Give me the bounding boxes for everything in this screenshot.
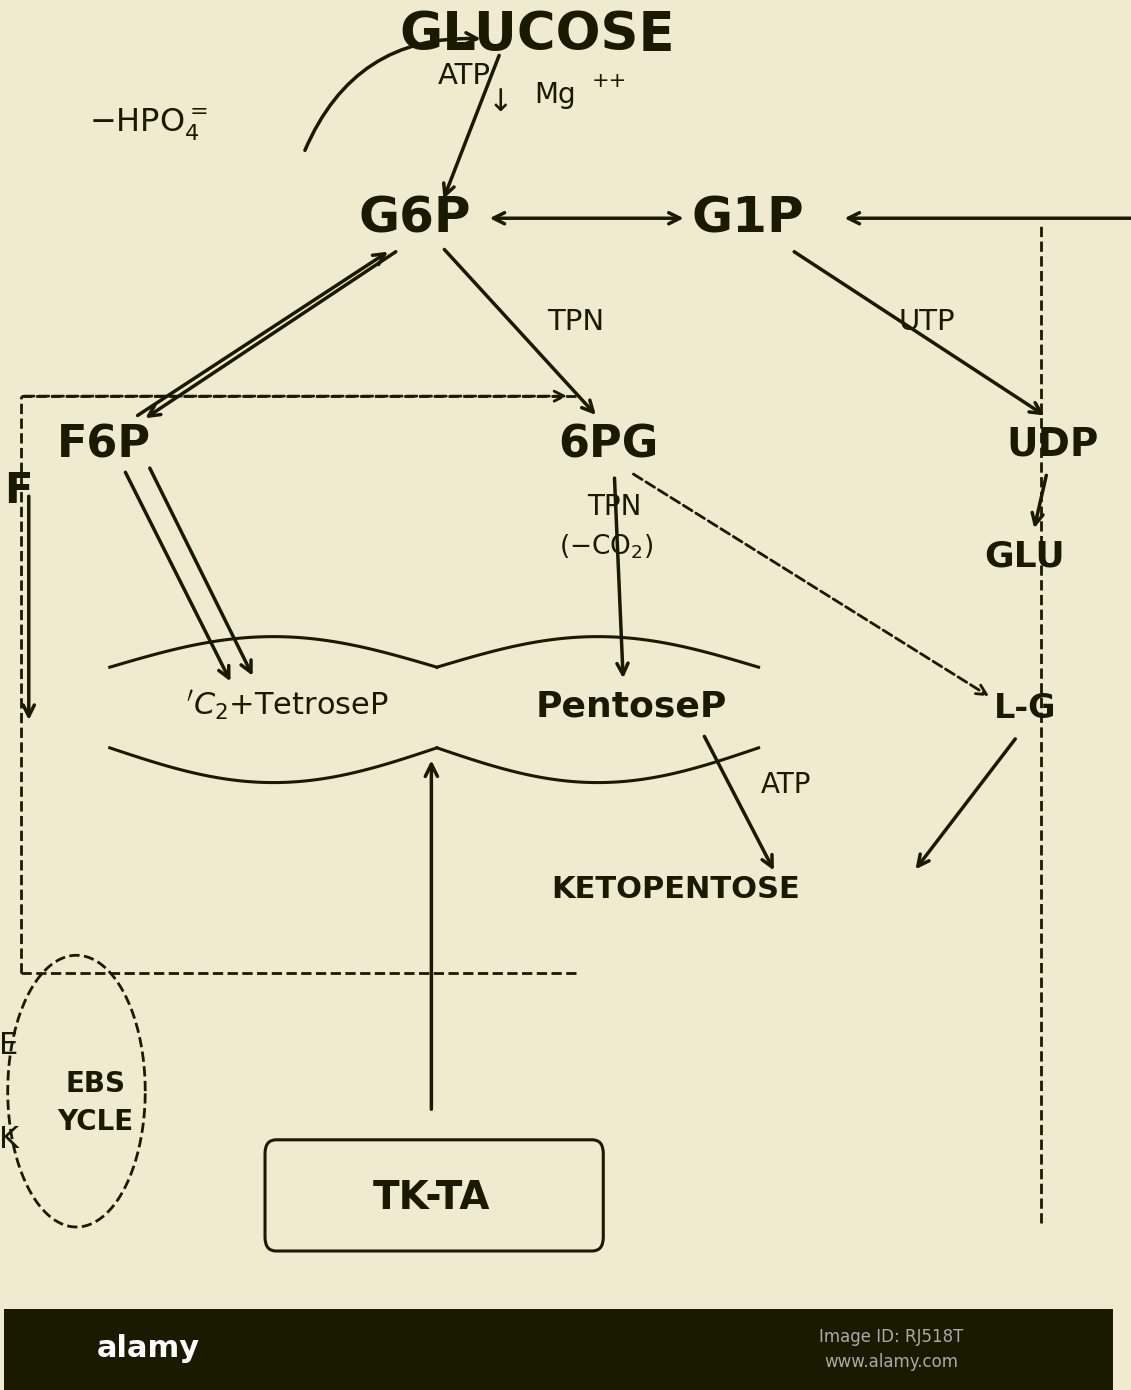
Text: E: E: [0, 1031, 18, 1059]
Text: TPN: TPN: [547, 309, 604, 336]
Text: K: K: [0, 1126, 19, 1154]
Text: EBS: EBS: [66, 1070, 126, 1098]
Text: TK-TA: TK-TA: [372, 1179, 490, 1218]
Text: ATP: ATP: [438, 63, 491, 90]
Text: GLU: GLU: [984, 539, 1065, 573]
Text: $'C_2$+TetroseP: $'C_2$+TetroseP: [185, 689, 389, 723]
Text: Image ID: RJ518T: Image ID: RJ518T: [820, 1329, 964, 1346]
Text: www.alamy.com: www.alamy.com: [824, 1354, 959, 1371]
Text: F: F: [5, 470, 33, 512]
Text: $-\mathrm{HPO}_4^=$: $-\mathrm{HPO}_4^=$: [89, 107, 208, 143]
Text: YCLE: YCLE: [58, 1108, 133, 1136]
Text: F6P: F6P: [58, 424, 152, 466]
Text: 6PG: 6PG: [559, 424, 659, 466]
Text: GLUCOSE: GLUCOSE: [399, 8, 674, 61]
Text: Mg: Mg: [535, 81, 576, 108]
Text: PentoseP: PentoseP: [535, 689, 727, 723]
Text: KETOPENTOSE: KETOPENTOSE: [551, 876, 800, 904]
Text: TPN: TPN: [587, 493, 641, 521]
Text: UDP: UDP: [1007, 425, 1098, 464]
Text: G1P: G1P: [691, 195, 804, 242]
Text: ++: ++: [593, 71, 628, 90]
Text: ↓: ↓: [487, 89, 512, 117]
Text: G6P: G6P: [359, 195, 470, 242]
Text: $(-\mathrm{CO}_2)$: $(-\mathrm{CO}_2)$: [560, 532, 654, 560]
Text: ATP: ATP: [761, 771, 812, 799]
Text: UTP: UTP: [899, 309, 956, 336]
Text: alamy: alamy: [97, 1334, 200, 1362]
Bar: [5, 1309, 1113, 1390]
Text: L-G: L-G: [993, 692, 1056, 726]
